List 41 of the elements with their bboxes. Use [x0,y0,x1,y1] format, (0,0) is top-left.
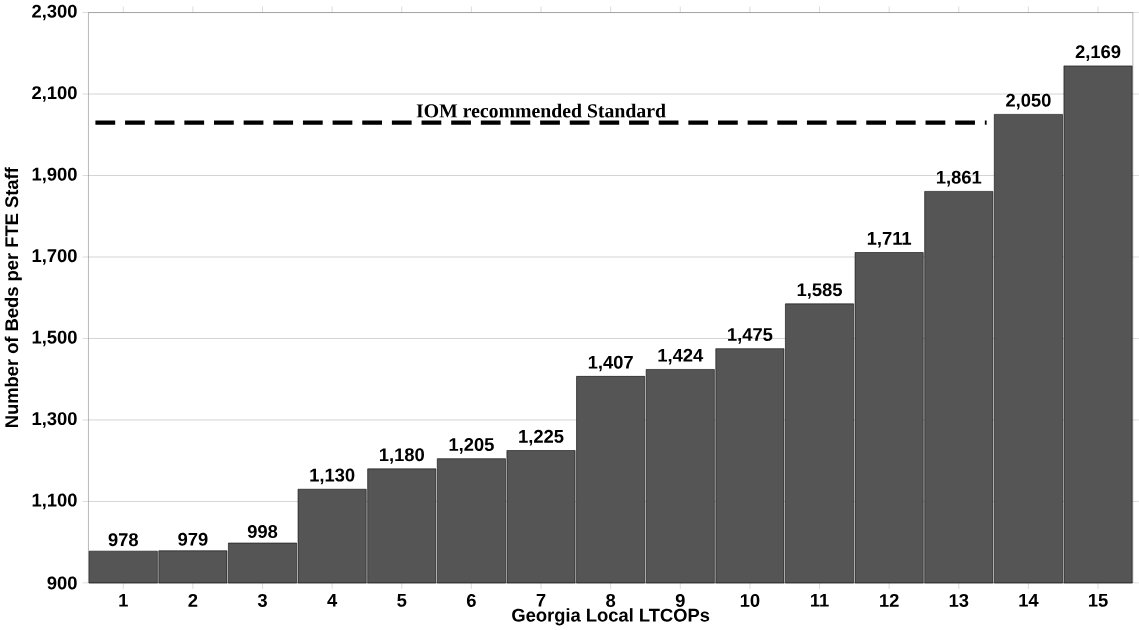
x-tick-label: 11 [810,593,829,607]
x-tick-label: 15 [1088,593,1108,607]
data-label: 979 [178,532,208,546]
y-axis-title: Number of Beds per FTE Staff [4,167,22,428]
x-tick-label: 5 [397,593,407,607]
data-label: 1,205 [449,437,494,454]
y-tick-label: 2,100 [32,86,77,102]
data-label: 1,585 [797,283,842,299]
x-tick-label: 7 [536,593,546,607]
x-axis-title: Georgia Local LTCOPs [512,608,710,626]
data-label: 998 [247,524,278,538]
data-label: 1,475 [728,328,773,344]
y-tick-label: 1,100 [32,493,77,510]
data-label: 1,225 [519,429,564,446]
y-tick-label: 2,300 [32,4,77,21]
ref-line-label: IOM recommended Standard [416,103,666,118]
x-tick-label: 12 [880,593,899,607]
x-tick-label: 14 [1019,593,1039,607]
x-tick-label: 2 [188,593,198,607]
y-tick-label: 1,300 [32,412,77,428]
x-tick-label: 4 [327,593,338,607]
x-tick-label: 13 [949,593,969,607]
x-tick-label: 1 [119,593,128,607]
y-tick-label: 1,900 [32,167,77,184]
data-label: 978 [108,533,139,547]
data-label: 2,169 [1075,45,1121,61]
data-label: 1,711 [867,232,912,248]
x-tick-label: 9 [675,593,685,607]
data-label: 1,180 [379,448,424,464]
y-tick-label: 1,500 [32,330,77,347]
x-tick-label: 3 [257,593,267,607]
x-tick-label: 8 [606,593,616,607]
data-label: 2,050 [1006,93,1051,110]
data-label: 1,861 [936,170,982,187]
y-tick-label: 900 [47,576,77,590]
data-label: 1,407 [588,355,633,372]
data-label: 1,130 [310,468,355,485]
data-label: 1,424 [658,348,704,365]
x-tick-label: 10 [740,593,760,607]
y-tick-label: 1,700 [32,249,77,265]
x-tick-label: 6 [466,593,476,607]
